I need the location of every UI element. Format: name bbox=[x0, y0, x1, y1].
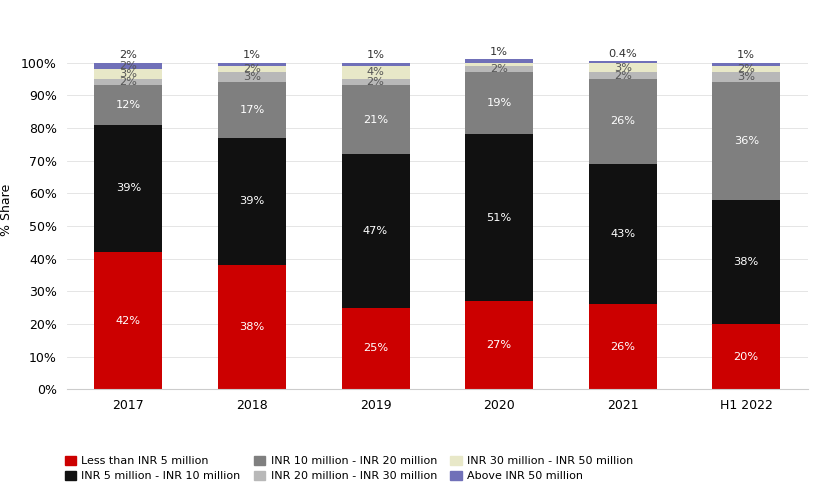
Text: 12%: 12% bbox=[116, 100, 141, 110]
Bar bbox=[94, 85, 162, 125]
Text: 26%: 26% bbox=[610, 342, 636, 352]
Text: 3%: 3% bbox=[737, 72, 756, 82]
Bar bbox=[589, 304, 656, 389]
Bar bbox=[94, 252, 162, 389]
Text: 3%: 3% bbox=[243, 72, 261, 82]
Text: 2%: 2% bbox=[243, 64, 261, 74]
Bar bbox=[94, 62, 162, 69]
Bar bbox=[712, 66, 781, 72]
Bar bbox=[712, 200, 781, 324]
Bar bbox=[589, 62, 656, 72]
Bar bbox=[94, 69, 162, 79]
Text: 4%: 4% bbox=[367, 67, 385, 77]
Bar bbox=[465, 59, 533, 62]
Text: 2%: 2% bbox=[614, 71, 631, 81]
Bar bbox=[218, 62, 286, 66]
Bar bbox=[218, 265, 286, 389]
Bar bbox=[218, 82, 286, 138]
Bar bbox=[589, 79, 656, 164]
Text: 2%: 2% bbox=[367, 77, 385, 87]
Bar bbox=[342, 85, 410, 154]
Bar bbox=[94, 125, 162, 252]
Text: 42%: 42% bbox=[116, 316, 141, 326]
Text: 39%: 39% bbox=[239, 197, 265, 207]
Text: 51%: 51% bbox=[486, 213, 511, 223]
Bar bbox=[712, 62, 781, 66]
Y-axis label: % Share: % Share bbox=[0, 184, 12, 236]
Text: 3%: 3% bbox=[119, 69, 137, 79]
Bar bbox=[589, 61, 656, 62]
Text: 3%: 3% bbox=[614, 62, 631, 72]
Text: 27%: 27% bbox=[486, 340, 511, 350]
Text: 1%: 1% bbox=[737, 50, 756, 60]
Text: 38%: 38% bbox=[239, 322, 265, 332]
Bar bbox=[712, 72, 781, 82]
Text: 1%: 1% bbox=[367, 50, 385, 60]
Text: 38%: 38% bbox=[734, 257, 759, 267]
Text: 36%: 36% bbox=[734, 136, 759, 146]
Bar bbox=[218, 72, 286, 82]
Text: 25%: 25% bbox=[363, 343, 388, 353]
Bar bbox=[712, 324, 781, 389]
Bar bbox=[465, 72, 533, 134]
Bar bbox=[589, 72, 656, 79]
Text: 2%: 2% bbox=[737, 64, 756, 74]
Text: 17%: 17% bbox=[239, 105, 265, 115]
Text: 1%: 1% bbox=[243, 50, 261, 60]
Legend: Less than INR 5 million, INR 5 million - INR 10 million, INR 10 million - INR 20: Less than INR 5 million, INR 5 million -… bbox=[65, 456, 633, 481]
Bar bbox=[342, 79, 410, 85]
Bar bbox=[94, 79, 162, 85]
Text: 1%: 1% bbox=[490, 47, 508, 57]
Bar bbox=[218, 138, 286, 265]
Text: 2%: 2% bbox=[119, 50, 137, 60]
Bar bbox=[342, 62, 410, 66]
Bar bbox=[465, 66, 533, 72]
Bar bbox=[589, 164, 656, 304]
Bar bbox=[342, 154, 410, 307]
Text: 0.4%: 0.4% bbox=[608, 49, 637, 59]
Bar bbox=[712, 82, 781, 200]
Bar bbox=[465, 301, 533, 389]
Text: 2%: 2% bbox=[119, 77, 137, 87]
Text: 2%: 2% bbox=[490, 64, 508, 74]
Bar bbox=[342, 66, 410, 79]
Bar bbox=[218, 66, 286, 72]
Text: 26%: 26% bbox=[610, 116, 636, 126]
Text: 20%: 20% bbox=[734, 352, 759, 362]
Text: 19%: 19% bbox=[486, 98, 511, 108]
Text: 43%: 43% bbox=[610, 229, 636, 239]
Text: 21%: 21% bbox=[363, 115, 388, 125]
Text: 2%: 2% bbox=[119, 61, 137, 71]
Bar bbox=[465, 62, 533, 66]
Text: 39%: 39% bbox=[116, 183, 141, 193]
Text: 47%: 47% bbox=[363, 226, 388, 236]
Bar bbox=[342, 307, 410, 389]
Bar bbox=[465, 134, 533, 301]
